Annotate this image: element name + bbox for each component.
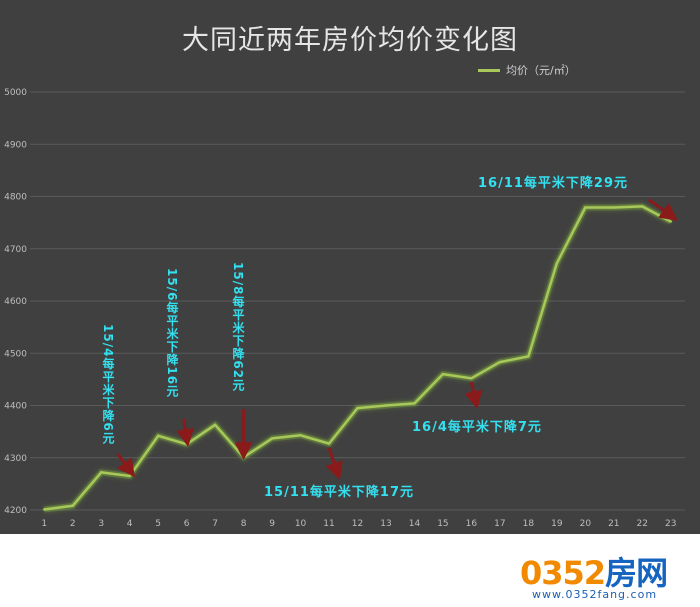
chart-background [0,0,700,534]
y-tick-label: 4900 [4,140,27,150]
x-tick-label: 8 [241,519,247,529]
x-tick-label: 11 [323,519,334,529]
data-point [584,206,587,209]
data-point [299,434,302,437]
data-point [612,206,616,209]
data-point [527,355,530,358]
x-tick-label: 2 [70,519,76,529]
data-point [441,372,445,376]
annotation-arrow [116,453,136,478]
data-point [43,508,46,511]
data-point [669,220,672,223]
x-tick-label: 3 [98,519,104,529]
annotation-15-8: 15/8每平米下降62元 [231,262,245,393]
y-tick-label: 4200 [4,506,27,516]
data-point [413,402,416,405]
annotation-15-11: 15/11每平米下降17元 [264,485,415,500]
data-point [270,437,274,440]
chart-legend: 均价（元/㎡） [478,62,576,78]
annotation-15-6: 15/6每平米下降16元 [165,268,179,399]
data-point [99,471,103,474]
x-tick-label: 4 [127,519,133,529]
x-tick-label: 23 [665,519,676,529]
data-point [327,442,331,445]
data-point [555,262,559,265]
y-tick-label: 5000 [4,88,27,98]
x-tick-label: 10 [295,519,307,529]
data-point [156,434,160,438]
site-logo: 0352房网 [520,554,668,592]
annotation-15-4: 15/4每平米下降6元 [101,324,115,445]
legend-label: 均价（元/㎡） [506,64,576,77]
y-tick-label: 4500 [4,349,27,359]
y-tick-label: 4800 [4,193,27,203]
site-watermark: 0352房网 www.0352fang.com [520,548,695,603]
x-tick-label: 14 [409,519,421,529]
data-point [641,205,644,208]
x-tick-label: 16 [466,519,478,529]
x-tick-label: 18 [523,519,535,529]
chart-title: 大同近两年房价均价变化图 [182,25,518,56]
data-point [185,442,188,446]
x-tick-label: 21 [608,519,619,529]
x-tick-label: 19 [551,519,563,529]
x-tick-label: 7 [212,519,218,529]
x-tick-label: 5 [155,519,161,529]
y-tick-label: 4600 [4,297,27,307]
series-line [44,205,672,511]
legend-swatch [478,68,500,72]
y-tick-label: 4700 [4,245,27,255]
x-tick-label: 22 [637,519,648,529]
y-tick-label: 4400 [4,402,27,412]
data-point [356,406,359,410]
x-tick-label: 9 [269,519,275,529]
annotation-16-11: 16/11每平米下降29元 [478,176,629,191]
annotation-arrow [325,447,343,481]
annotation-16-4: 16/4每平米下降7元 [412,420,542,435]
data-point [71,504,74,508]
site-url: www.0352fang.com [532,588,658,601]
x-tick-label: 12 [352,519,363,529]
annotation-arrow [176,418,195,448]
annotation-arrow [647,198,679,221]
data-point [242,456,245,459]
annotation-arrow [464,382,483,410]
data-point [213,423,217,427]
data-point [498,360,502,364]
x-tick-label: 6 [184,519,190,529]
data-point [470,377,473,380]
x-tick-label: 15 [437,519,448,529]
data-point [128,474,131,478]
x-tick-label: 1 [41,519,47,529]
x-tick-label: 17 [494,519,505,529]
x-tick-label: 20 [580,519,592,529]
data-point [384,404,388,407]
x-tick-label: 13 [380,519,391,529]
y-tick-label: 4300 [4,454,27,464]
